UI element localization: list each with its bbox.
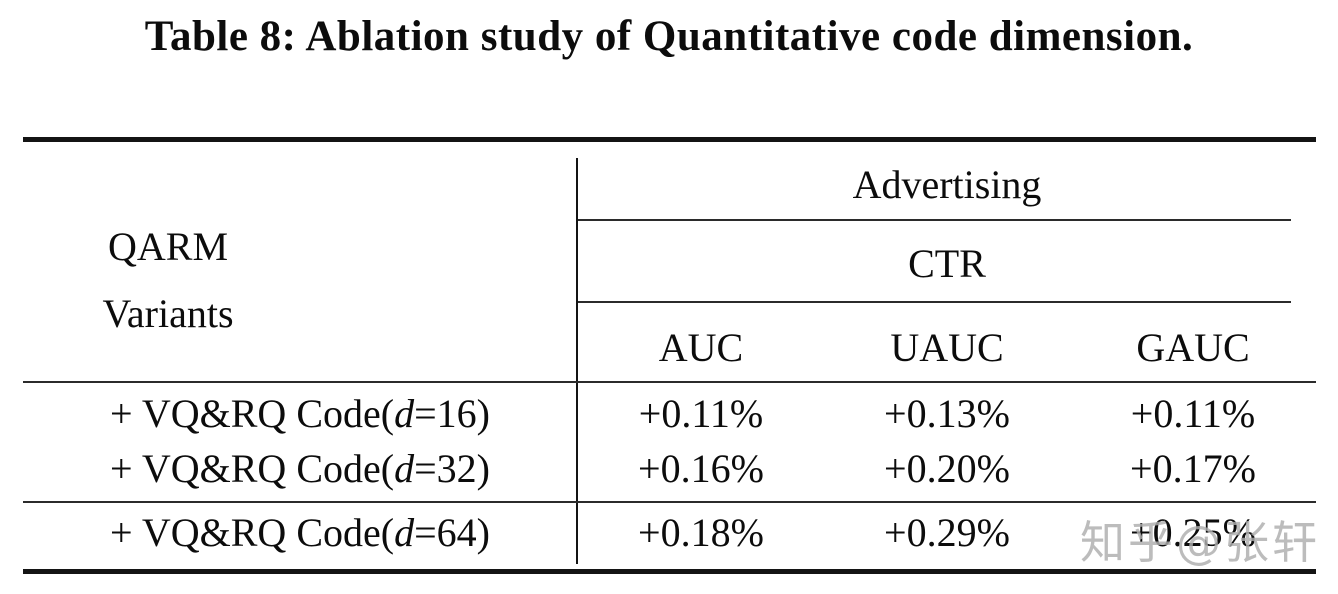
header-body-rule [23, 381, 1316, 383]
row-header-cell: QARM Variants [23, 210, 313, 350]
zhihu-watermark: 知乎@张轩 [1080, 516, 1321, 569]
value-d32-gauc: +0.17% [1130, 445, 1256, 491]
table-caption: Table 8: Ablation study of Quantitative … [144, 13, 1194, 60]
value-d32-auc: +0.16% [638, 445, 764, 491]
row-label-d64: + VQ&RQ Code(d =64) [23, 506, 577, 558]
value-d16-gauc: +0.11% [1130, 390, 1256, 436]
row-label-suffix: =32) [414, 445, 490, 491]
row-label-prefix: + VQ&RQ Code( [110, 390, 395, 436]
column-divider [576, 158, 578, 564]
row-label-d16: + VQ&RQ Code(d =16) [23, 387, 577, 439]
mid-body-rule [23, 501, 1316, 503]
row-label-variable: d [394, 509, 415, 555]
metric-header-gauc: GAUC [1136, 324, 1250, 370]
row-label-prefix: + VQ&RQ Code( [110, 445, 395, 491]
value-d16-auc: +0.11% [638, 390, 764, 436]
row-label-variable: d [394, 390, 415, 436]
row-label-variable: d [394, 445, 415, 491]
value-d16-uauc: +0.13% [884, 390, 1010, 436]
metric-header-auc: AUC [658, 324, 744, 370]
cmidrule-under-ctr [578, 301, 1291, 303]
metric-header-uauc: UAUC [890, 324, 1004, 370]
row-header-line2: Variants [102, 291, 234, 336]
value-d64-gauc: +0.25% [1130, 509, 1256, 555]
value-d64-uauc: +0.29% [884, 509, 1010, 555]
row-label-d32: + VQ&RQ Code(d =32) [23, 442, 577, 494]
value-d32-uauc: +0.20% [884, 445, 1010, 491]
row-label-suffix: =16) [414, 390, 490, 436]
bottom-rule [23, 569, 1316, 574]
row-label-prefix: + VQ&RQ Code( [110, 509, 395, 555]
row-label-suffix: =64) [414, 509, 490, 555]
row-header-line1: QARM [107, 224, 229, 269]
column-subgroup-header: CTR [908, 240, 986, 286]
top-rule [23, 137, 1316, 142]
value-d64-auc: +0.18% [638, 509, 764, 555]
column-group-header: Advertising [852, 161, 1042, 207]
cmidrule-under-advertising [578, 219, 1291, 221]
